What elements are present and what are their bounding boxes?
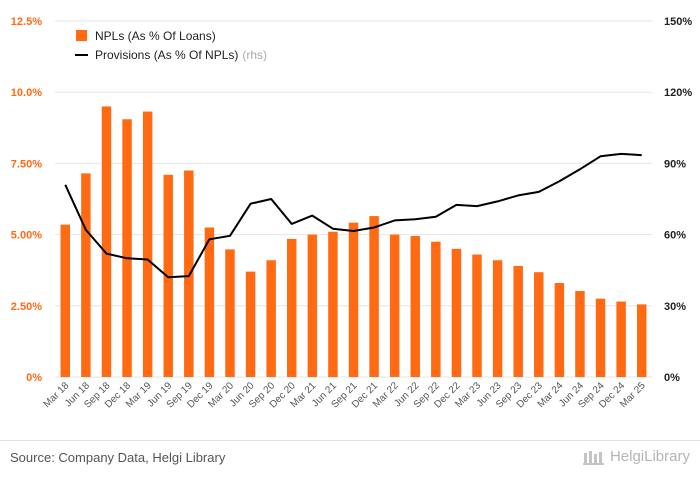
legend-label: Provisions (As % Of NPLs): [95, 48, 238, 62]
bar: [184, 170, 194, 377]
right-tick-label: 0%: [664, 372, 680, 384]
bar: [245, 271, 256, 377]
bar: [60, 224, 71, 377]
bar: [513, 265, 523, 377]
bar: [142, 111, 153, 377]
left-tick-label: 10.0%: [11, 87, 42, 99]
bar: [101, 106, 112, 377]
left-tick-label: 7.50%: [11, 158, 42, 170]
right-tick-label: 150%: [664, 16, 692, 28]
bar: [287, 238, 297, 377]
bar: [204, 227, 215, 377]
bar: [472, 254, 482, 377]
left-tick-label: 0%: [26, 372, 42, 384]
bar: [163, 174, 173, 377]
bar: [431, 241, 441, 377]
library-icon: [582, 450, 604, 465]
bar: [81, 173, 91, 377]
right-tick-label: 90%: [664, 158, 686, 170]
brand-name: HelgiLibrary: [609, 448, 690, 465]
bar: [348, 222, 359, 377]
left-tick-label: 2.50%: [11, 301, 42, 313]
bar: [369, 216, 379, 377]
bar: [225, 249, 235, 377]
bar: [266, 260, 276, 377]
bar: [595, 298, 606, 377]
bar: [122, 119, 132, 378]
bar: [616, 301, 626, 377]
left-tick-label: 5.00%: [11, 230, 42, 242]
legend-note: (rhs): [242, 48, 267, 62]
bar: [575, 290, 585, 377]
right-tick-label: 120%: [664, 87, 692, 99]
source-note: Source: Company Data, Helgi Library: [10, 450, 226, 465]
bar: [307, 234, 318, 377]
bar: [451, 248, 462, 377]
legend-label: NPLs (As % Of Loans): [95, 29, 216, 43]
bar: [328, 231, 338, 377]
bar: [554, 283, 565, 377]
right-tick-label: 60%: [664, 230, 686, 242]
bar: [636, 304, 647, 377]
bar: [534, 272, 544, 377]
brand-logo[interactable]: HelgiLibrary: [582, 448, 690, 465]
chart-svg: 0% 0% 2.50% 30% 5.00% 60% 7.50% 90% 10.0% 120% 12.…: [11, 16, 693, 411]
left-tick-label: 12.5%: [11, 16, 42, 28]
bar: [492, 260, 503, 377]
bar: [389, 234, 400, 377]
provisions-line: [64, 152, 642, 279]
right-tick-label: 30%: [664, 301, 686, 313]
bar: [410, 236, 420, 377]
footer-divider: [0, 440, 700, 441]
legend-swatch-bar: [76, 30, 87, 41]
